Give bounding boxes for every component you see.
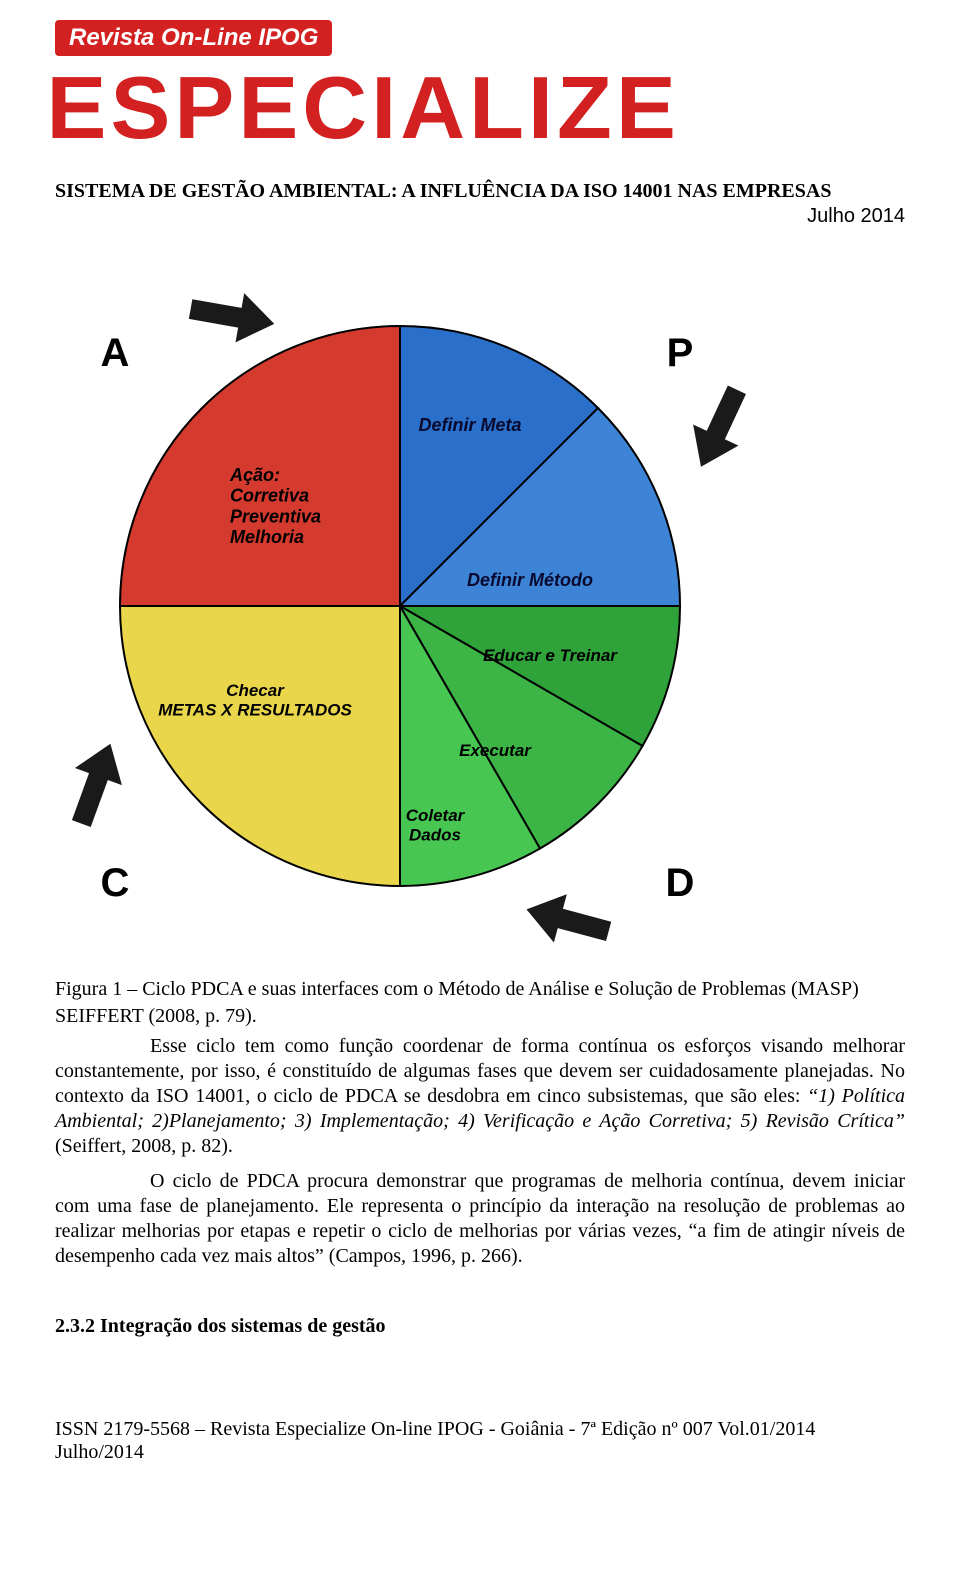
article-date: Julho 2014: [55, 205, 905, 228]
svg-text:D: D: [666, 861, 695, 905]
svg-text:Definir Método: Definir Método: [467, 570, 593, 590]
svg-text:Executar: Executar: [459, 741, 532, 760]
brand-title: ESPECIALIZE: [47, 64, 914, 152]
para2-text: O ciclo de PDCA procura demonstrar que p…: [55, 1170, 905, 1267]
svg-text:Definir Meta: Definir Meta: [418, 415, 521, 435]
svg-text:C: C: [101, 861, 130, 905]
cycle-arrow-icon: [520, 885, 615, 955]
paragraph-2: O ciclo de PDCA procura demonstrar que p…: [55, 1169, 905, 1269]
svg-text:P: P: [667, 331, 694, 375]
section-heading: 2.3.2 Integração dos sistemas de gestão: [55, 1315, 905, 1338]
footer-issn: ISSN 2179-5568 – Revista Especialize On-…: [55, 1418, 905, 1464]
journal-banner: Revista On-Line IPOG: [55, 20, 332, 56]
para1-part-a: Esse ciclo tem como função coordenar de …: [55, 1035, 905, 1107]
svg-text:ColetarDados: ColetarDados: [406, 806, 466, 845]
figure-caption: Figura 1 – Ciclo PDCA e suas interfaces …: [55, 976, 905, 1030]
paragraph-1: Esse ciclo tem como função coordenar de …: [55, 1034, 905, 1159]
para1-part-b: (Seiffert, 2008, p. 82).: [55, 1135, 233, 1157]
cycle-arrow-icon: [186, 284, 278, 348]
pdca-diagram: Definir Meta Definir Método Educar e Trein…: [40, 256, 760, 956]
cycle-arrow-icon: [58, 735, 134, 832]
svg-text:Educar e Treinar: Educar e Treinar: [483, 646, 618, 665]
svg-text:A: A: [101, 331, 130, 375]
cycle-arrow-icon: [678, 379, 759, 477]
article-title: SISTEMA DE GESTÃO AMBIENTAL: A INFLUÊNCI…: [55, 180, 905, 203]
